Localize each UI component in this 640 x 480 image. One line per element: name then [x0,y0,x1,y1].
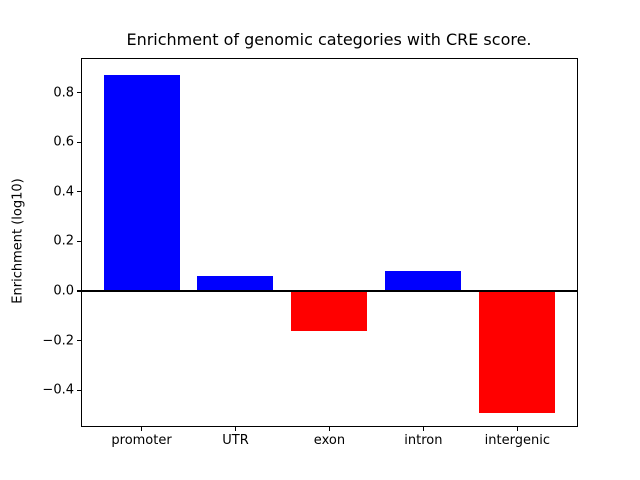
bar-exon [291,291,368,331]
y-tick-label: −0.4 [42,382,74,398]
x-tick-mark [328,427,331,431]
x-tick-label-intron: intron [404,433,443,448]
y-tick-mark [77,141,81,143]
x-tick-mark [422,427,424,431]
x-tick-mark [234,427,237,431]
bar-intron [385,271,462,291]
y-tick-label: 0.2 [53,233,74,249]
zero-line [82,289,577,293]
y-tick-label: 0.0 [53,283,74,299]
x-tick-label-exon: exon [313,433,346,448]
chart-title: Enrichment of genomic categories with CR… [126,30,532,49]
y-tick-label: 0.4 [53,184,74,200]
bar-intergenic [479,291,556,413]
y-tick-mark [77,240,81,242]
y-tick-label: 0.6 [53,134,74,150]
x-tick-label-UTR: UTR [222,433,249,448]
bar-promoter [103,75,180,291]
bar-UTR [197,276,274,291]
y-tick-mark [77,389,81,391]
y-tick-mark [77,290,81,292]
y-tick-label: −0.2 [42,333,74,349]
y-axis-label: Enrichment (log10) [10,178,26,304]
plot-area: promoter UTR exon intron intergenic 0.8 0.6 0.4… [42,58,578,448]
y-tick-label: 0.8 [53,85,74,101]
x-tick-mark [140,427,143,431]
y-tick-mark [77,191,81,193]
x-tick-label-intergenic: intergenic [484,433,550,448]
x-tick-mark [516,427,518,431]
y-tick-mark [77,340,81,342]
y-tick-mark [77,92,81,94]
x-tick-label-promoter: promoter [111,433,172,448]
